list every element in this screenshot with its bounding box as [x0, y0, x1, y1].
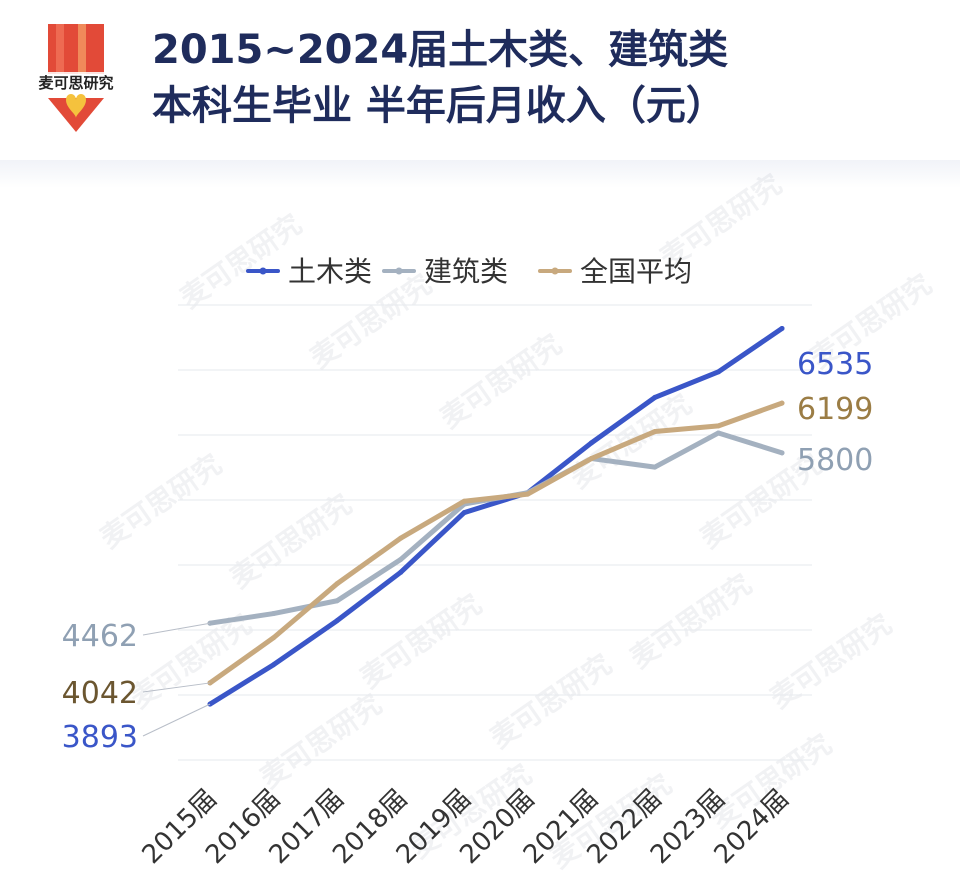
data-point — [398, 569, 404, 575]
end-value-label: 5800 — [797, 443, 873, 478]
data-point — [715, 369, 721, 375]
end-value-label: 6199 — [797, 392, 873, 427]
legend-marker — [395, 267, 403, 275]
data-point — [334, 618, 340, 624]
legend-label: 全国平均 — [580, 255, 692, 288]
page-title: 2015~2024届土木类、建筑类 本科生毕业 半年后月收入（元） — [152, 22, 932, 134]
end-value-label: 6535 — [797, 347, 873, 382]
start-value-label: 4462 — [62, 619, 138, 654]
leader-line — [142, 622, 211, 636]
data-point — [271, 635, 277, 641]
data-point — [652, 394, 658, 400]
data-point — [715, 423, 721, 429]
data-point — [588, 440, 594, 446]
title-line-1: 2015~2024届土木类、建筑类 — [152, 27, 729, 73]
data-point — [779, 325, 785, 331]
legend-label: 土木类 — [288, 255, 372, 288]
data-point — [652, 429, 658, 435]
legend-label: 建筑类 — [424, 255, 508, 288]
leader-line — [142, 703, 211, 737]
data-point — [715, 430, 721, 436]
data-point — [779, 400, 785, 406]
data-point — [461, 498, 467, 504]
data-point — [334, 581, 340, 587]
data-point — [525, 491, 531, 497]
legend-marker — [259, 267, 267, 275]
data-point — [461, 510, 467, 516]
data-point — [588, 456, 594, 462]
data-point — [398, 557, 404, 563]
data-point — [271, 662, 277, 668]
logo-icon — [48, 24, 104, 132]
data-point — [652, 464, 658, 470]
series-line-1 — [207, 430, 785, 626]
series-line-2 — [207, 400, 785, 686]
data-point — [398, 535, 404, 541]
start-value-label: 3893 — [62, 720, 138, 755]
header: 麦可思研究 2015~2024届土木类、建筑类 本科生毕业 半年后月收入（元） — [0, 0, 960, 165]
legend-marker — [551, 267, 559, 275]
header-divider — [0, 160, 960, 188]
data-point — [271, 611, 277, 617]
series-line-0 — [207, 325, 785, 707]
logo-text: 麦可思研究 — [26, 72, 126, 93]
data-point — [334, 598, 340, 604]
leader-line — [142, 682, 211, 693]
data-point — [779, 450, 785, 456]
title-line-2: 本科生毕业 半年后月收入（元） — [152, 83, 726, 129]
start-value-label: 4042 — [62, 676, 138, 711]
